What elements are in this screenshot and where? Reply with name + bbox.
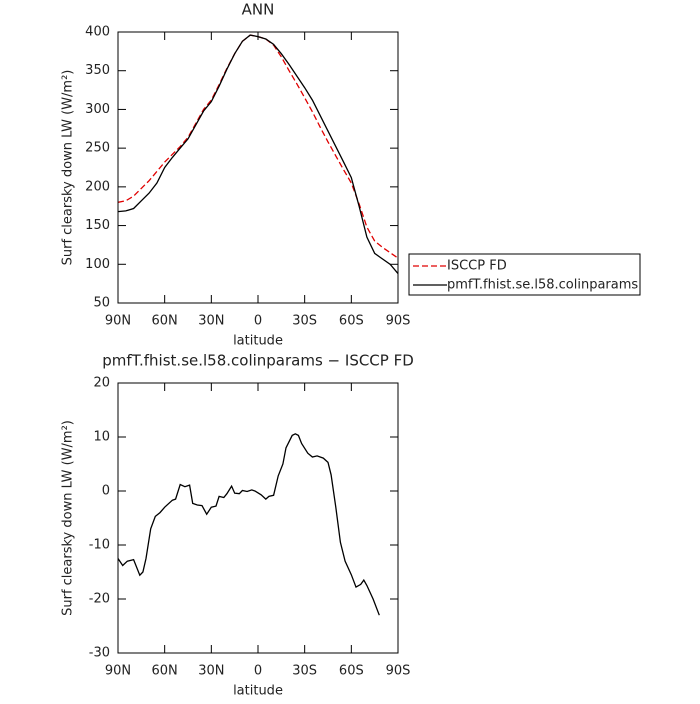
x-tick-label: 90N	[105, 314, 131, 329]
y-tick-label: 150	[85, 218, 110, 233]
legend-box	[408, 253, 641, 296]
x-tick-label: 30S	[292, 664, 317, 679]
y-axis-label: Surf clearsky down LW (W/m²)	[61, 70, 76, 266]
y-tick-label: -10	[89, 538, 110, 553]
y-tick-label: 350	[85, 63, 110, 78]
y-tick-label: 0	[102, 484, 110, 499]
x-tick-label: 0	[254, 314, 262, 329]
x-tick-label: 90N	[105, 664, 131, 679]
x-tick-label: 90S	[386, 314, 411, 329]
x-tick-label: 60S	[339, 664, 364, 679]
y-tick-label: 400	[85, 25, 110, 40]
x-tick-label: 0	[254, 664, 262, 679]
x-axis-label: latitude	[233, 334, 283, 349]
chart-title: pmfT.fhist.se.l58.colinparams − ISCCP FD	[102, 352, 414, 370]
x-tick-label: 60N	[152, 664, 178, 679]
y-tick-label: 50	[93, 296, 110, 311]
y-tick-label: -20	[89, 592, 110, 607]
data-line	[117, 34, 399, 275]
chart-title: ANN	[242, 1, 275, 19]
y-tick-label: 20	[93, 376, 110, 391]
legend-label: pmfT.fhist.se.l58.colinparams	[447, 278, 638, 293]
legend-label: ISCCP FD	[447, 259, 507, 274]
y-tick-label: 300	[85, 102, 110, 117]
x-tick-label: 30N	[198, 314, 224, 329]
x-tick-label: 30N	[198, 664, 224, 679]
x-tick-label: 60S	[339, 314, 364, 329]
y-tick-label: 250	[85, 141, 110, 156]
y-tick-label: 200	[85, 179, 110, 194]
y-tick-label: 100	[85, 257, 110, 272]
y-tick-label: -30	[89, 646, 110, 661]
x-tick-label: 90S	[386, 664, 411, 679]
data-line	[117, 433, 380, 616]
data-line	[117, 34, 399, 259]
plot-frame	[117, 382, 399, 654]
y-axis-label: Surf clearsky down LW (W/m²)	[61, 420, 76, 616]
y-tick-label: 10	[93, 430, 110, 445]
x-tick-label: 60N	[152, 314, 178, 329]
x-axis-label: latitude	[233, 684, 283, 699]
x-tick-label: 30S	[292, 314, 317, 329]
